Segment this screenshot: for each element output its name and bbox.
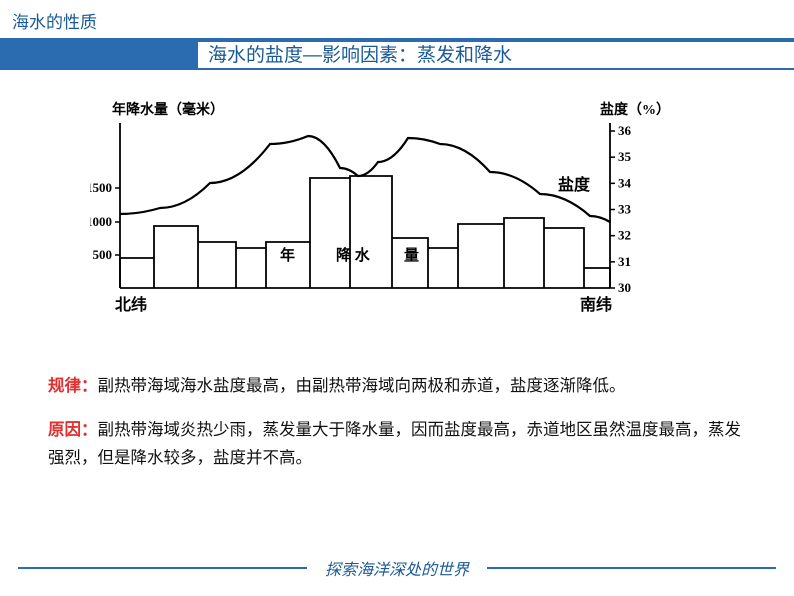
svg-text:盐度: 盐度 [558, 175, 591, 194]
reason-label: 原因： [48, 421, 98, 439]
footer-rule-right [487, 567, 776, 569]
text-block: 规律：副热带海域海水盐度最高，由副热带海域向两极和赤道，盐度逐渐降低。 原因：副… [48, 372, 746, 488]
svg-text:500: 500 [93, 247, 113, 262]
svg-text:34: 34 [618, 175, 632, 190]
footer-text: 探索海洋深处的世界 [325, 556, 469, 580]
rule-text: 副热带海域海水盐度最高，由副热带海域向两极和赤道，盐度逐渐降低。 [98, 377, 626, 395]
svg-text:量: 量 [404, 247, 419, 264]
salinity-precip-chart: 年降水量（毫米） 盐度（%） 500 1000 1500 30 31 32 33 34 35 36 年 降… [90, 98, 690, 338]
reason-paragraph: 原因：副热带海域炎热少雨，蒸发量大于降水量，因而盐度最高，赤道地区虽然温度最高，… [48, 416, 746, 472]
topic-label: 海水的性质 [12, 8, 97, 33]
svg-text:31: 31 [618, 254, 631, 269]
svg-text:降 水: 降 水 [336, 246, 371, 264]
title-fill [0, 42, 198, 68]
svg-text:年降水量（毫米）: 年降水量（毫米） [112, 101, 224, 118]
svg-text:北纬: 北纬 [115, 295, 147, 314]
footer: 探索海洋深处的世界 [0, 556, 794, 580]
svg-text:32: 32 [618, 228, 631, 243]
svg-text:年: 年 [280, 246, 295, 264]
svg-text:盐度（%）: 盐度（%） [600, 101, 670, 118]
svg-text:36: 36 [618, 123, 632, 138]
reason-text: 副热带海域炎热少雨，蒸发量大于降水量，因而盐度最高，赤道地区虽然温度最高，蒸发强… [48, 421, 741, 467]
svg-text:1500: 1500 [90, 180, 112, 195]
svg-text:30: 30 [618, 280, 631, 295]
title-bar: 海水的盐度—影响因素：蒸发和降水 [0, 38, 794, 70]
footer-rule-left [18, 567, 307, 569]
svg-text:35: 35 [618, 149, 632, 164]
svg-text:1000: 1000 [90, 214, 112, 229]
svg-text:33: 33 [618, 202, 632, 217]
section-title: 海水的盐度—影响因素：蒸发和降水 [208, 42, 512, 70]
svg-text:南纬: 南纬 [580, 295, 612, 314]
rule-label: 规律： [48, 377, 98, 395]
rule-paragraph: 规律：副热带海域海水盐度最高，由副热带海域向两极和赤道，盐度逐渐降低。 [48, 372, 746, 400]
